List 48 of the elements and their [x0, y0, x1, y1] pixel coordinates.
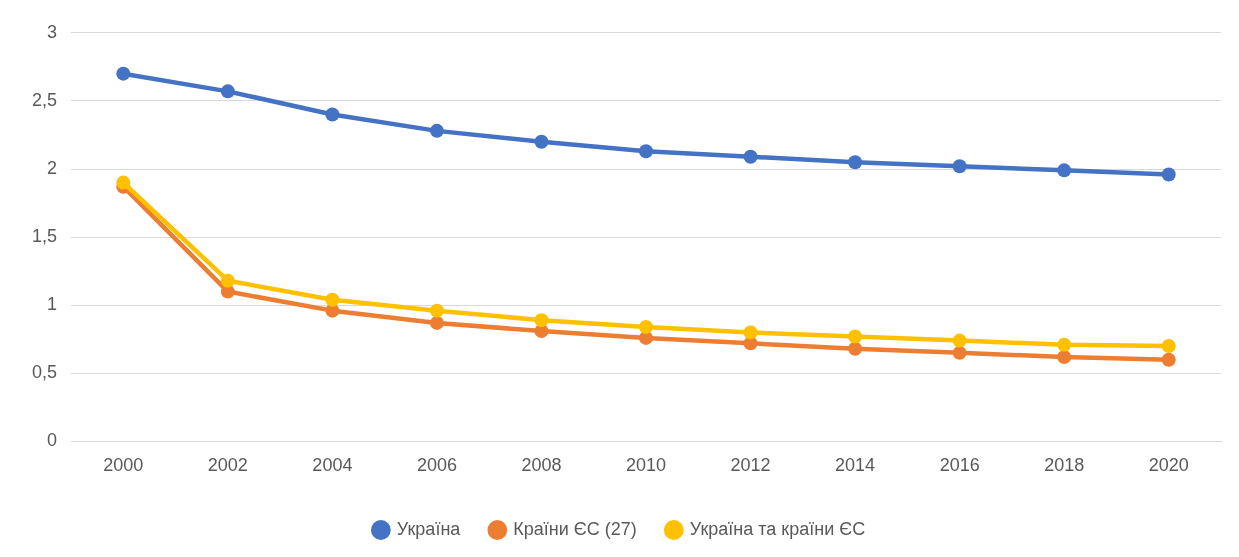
point: [1057, 349, 1072, 364]
y-tick-label: 0: [47, 430, 58, 451]
point: [848, 155, 863, 170]
legend-label: Україна та країни ЄС: [689, 518, 866, 539]
legend-label: Країни ЄС (27): [513, 518, 637, 539]
point: [534, 134, 549, 149]
point: [325, 107, 340, 122]
point: [325, 292, 340, 307]
point: [429, 303, 444, 318]
y-tick-label: 3: [47, 21, 58, 42]
point: [1161, 352, 1176, 367]
point: [220, 273, 235, 288]
point: [1057, 337, 1072, 352]
y-tick-label: 1,5: [31, 226, 58, 247]
point: [116, 66, 131, 81]
x-tick-label: 2014: [835, 455, 876, 476]
point: [848, 329, 863, 344]
y-tick-label: 2,5: [31, 89, 58, 110]
x-tick-label: 2010: [625, 455, 667, 476]
y-tick-label: 1: [47, 294, 58, 315]
point: [743, 149, 758, 164]
point: [952, 345, 967, 360]
point: [952, 159, 967, 174]
x-tick-label: 2018: [1044, 455, 1085, 476]
point: [639, 319, 654, 334]
x-tick-label: 2008: [521, 455, 562, 476]
x-tick-label: 2006: [416, 455, 457, 476]
x-tick-label: 2020: [1148, 455, 1189, 476]
x-tick-label: 2000: [103, 455, 144, 476]
point: [429, 123, 444, 138]
point: [952, 333, 967, 348]
point: [848, 341, 863, 356]
point: [639, 144, 654, 159]
point: [743, 325, 758, 340]
y-tick-label: 2: [47, 157, 58, 178]
point: [429, 315, 444, 330]
point: [534, 313, 549, 328]
y-tick-label: 0,5: [31, 362, 58, 383]
point: [1057, 163, 1072, 178]
x-tick-label: 2016: [939, 455, 980, 476]
x-tick-label: 2004: [312, 455, 353, 476]
point: [116, 175, 131, 190]
legend-label: Україна: [396, 518, 462, 539]
x-tick-label: 2002: [207, 455, 248, 476]
point: [220, 84, 235, 99]
point: [1161, 167, 1176, 182]
x-tick-label: 2012: [730, 455, 771, 476]
point: [1161, 339, 1176, 354]
